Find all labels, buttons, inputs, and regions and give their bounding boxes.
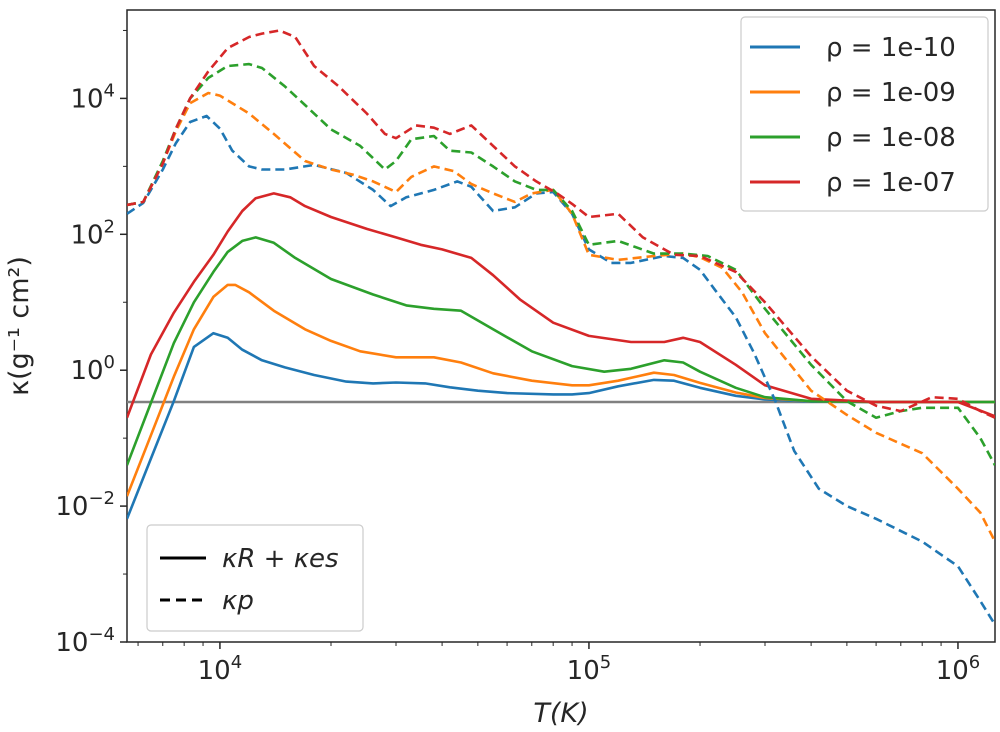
series-legend-label: ρ = 1e-07: [826, 168, 956, 198]
y-axis-label: κ(g⁻¹ cm²): [4, 256, 35, 396]
y-tick-label: 10−2: [55, 488, 115, 522]
series-legend-label: ρ = 1e-08: [826, 123, 956, 153]
series-line-kappa-r-0: [127, 331, 995, 520]
y-tick-label: 102: [70, 216, 115, 250]
series-legend-box: [740, 16, 989, 212]
x-axis-label: T(K): [533, 698, 588, 729]
style-legend-box: [146, 524, 364, 632]
series-legend: ρ = 1e-10 ρ = 1e-09 ρ = 1e-08 ρ = 1e-07: [740, 16, 989, 212]
x-tick-label: 104: [198, 652, 243, 686]
y-tick-label: 104: [70, 80, 115, 114]
style-legend-solid-label: κR + κes: [222, 544, 339, 574]
style-legend: κR + κes κp: [146, 524, 364, 632]
y-tick-label: 100: [70, 352, 115, 386]
series-line-kappa-r-2: [127, 236, 995, 466]
plot-frame: [126, 9, 996, 643]
x-tick-label: 105: [567, 652, 612, 686]
series-line-kappa-r-3: [127, 192, 995, 419]
series-legend-label: ρ = 1e-10: [826, 33, 956, 63]
series-line-kappa-r-1: [127, 283, 995, 497]
series-line-kappa-p-2: [127, 62, 995, 466]
style-legend-dashed-label: κp: [222, 586, 254, 616]
series-legend-label: ρ = 1e-09: [826, 78, 956, 108]
x-tick-label: 106: [936, 652, 981, 686]
series-line-kappa-p-3: [127, 29, 995, 419]
series-lines: [127, 29, 995, 626]
series-line-kappa-p-0: [127, 114, 995, 626]
axis-ticks: 104 105 106 10−4 10−2 100 102 104: [55, 29, 981, 686]
y-tick-label: 10−4: [55, 624, 115, 658]
